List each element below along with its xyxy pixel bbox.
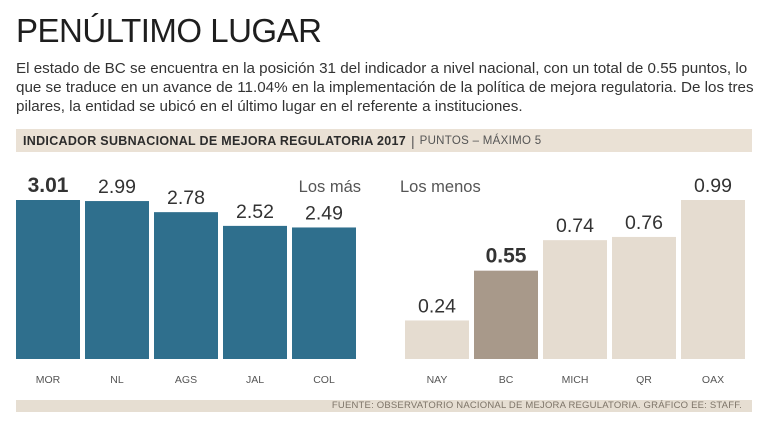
bar-jal (223, 225, 287, 359)
bar-mor (16, 200, 80, 359)
value-label: 0.74 (556, 215, 594, 237)
chart-banner: INDICADOR SUBNACIONAL DE MEJORA REGULATO… (16, 129, 752, 152)
category-label: COL (313, 374, 335, 386)
category-label: JAL (246, 374, 264, 386)
bar-mich (543, 240, 607, 359)
category-label: MOR (36, 374, 61, 386)
headline: PENÚLTIMO LUGAR (16, 12, 322, 49)
category-label: OAX (702, 374, 724, 386)
bar-oax (681, 200, 745, 359)
value-label: 0.24 (418, 295, 456, 317)
bar-ags (154, 212, 218, 359)
category-label: QR (636, 374, 652, 386)
value-label: 2.99 (98, 176, 136, 198)
bar-bc (474, 270, 538, 359)
category-label: NL (110, 374, 124, 386)
panel-title: Los menos (400, 178, 481, 196)
value-label: 2.78 (167, 187, 205, 209)
panel-title: Los más (299, 178, 361, 196)
value-label: 0.99 (694, 175, 732, 197)
chart-title: INDICADOR SUBNACIONAL DE MEJORA REGULATO… (23, 133, 406, 148)
value-label: 0.55 (486, 245, 527, 268)
bar-nay (405, 320, 469, 359)
value-label: 2.52 (236, 201, 274, 223)
source-footer: FUENTE: OBSERVATORIO NACIONAL DE MEJORA … (16, 400, 752, 412)
bar-col (292, 227, 356, 359)
banner-separator: | (410, 132, 415, 149)
category-label: BC (499, 374, 514, 386)
value-label: 0.76 (625, 212, 663, 234)
category-label: AGS (175, 374, 197, 386)
chart-units: PUNTOS – MÁXIMO 5 (419, 134, 542, 147)
bar-qr (612, 236, 676, 359)
value-label: 3.01 (28, 174, 69, 197)
category-label: NAY (427, 374, 448, 386)
value-label: 2.49 (305, 202, 343, 224)
bar-nl (85, 201, 149, 359)
intro-paragraph: El estado de BC se encuentra en la posic… (16, 60, 754, 115)
category-label: MICH (562, 374, 589, 386)
